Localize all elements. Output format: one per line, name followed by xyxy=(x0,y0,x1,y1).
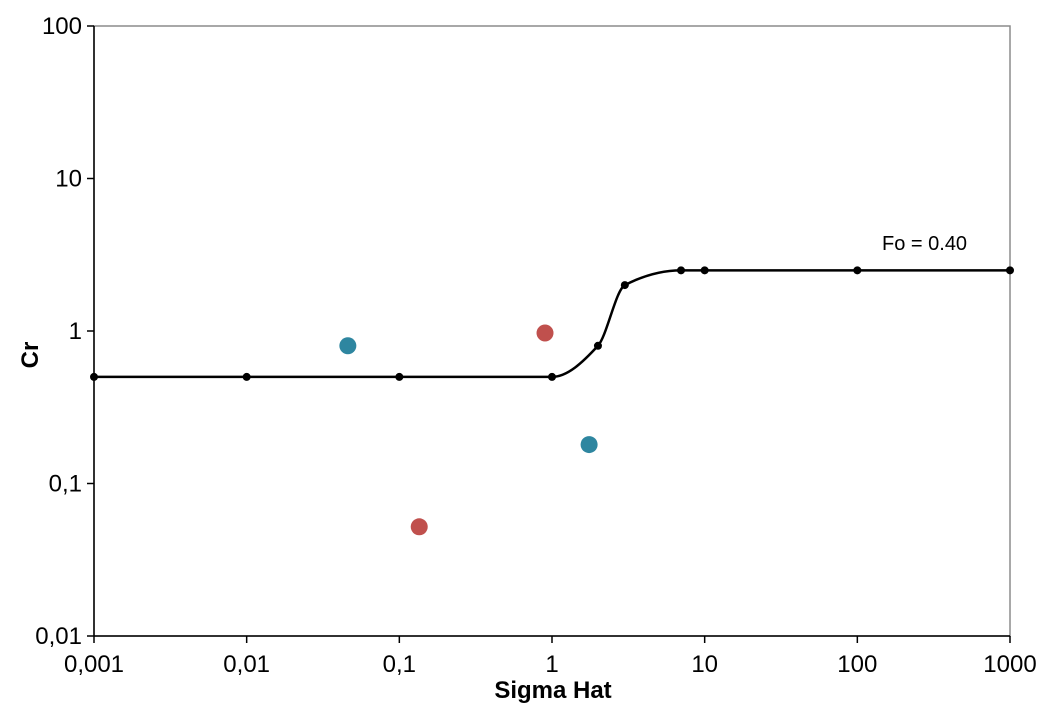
curve-marker xyxy=(242,372,251,381)
x-tick-label: 10 xyxy=(691,651,718,678)
fo-curve-line xyxy=(94,269,1010,379)
curve-marker xyxy=(90,372,98,381)
x-tick-label: 100 xyxy=(837,651,877,678)
fo-annotation: Fo = 0.40 xyxy=(882,233,967,255)
curve-marker xyxy=(700,266,709,275)
y-tick-label: 0,1 xyxy=(49,471,82,498)
x-tick-label: 0,01 xyxy=(223,651,270,678)
curve-layer xyxy=(94,269,1010,379)
y-tick-label: 100 xyxy=(42,13,82,40)
y-tick-label: 1 xyxy=(69,318,82,345)
curve-marker xyxy=(1006,266,1014,275)
x-axis-title: Sigma Hat xyxy=(494,677,611,704)
y-axis-ticks: 0,01 0,1 1 10 100 xyxy=(35,13,94,650)
curve-marker xyxy=(677,266,686,275)
y-tick-label: 10 xyxy=(55,166,82,193)
y-axis-title: Cr xyxy=(17,342,44,369)
data-point xyxy=(580,436,598,454)
x-axis-ticks: 0,001 0,01 0,1 1 10 100 1000 xyxy=(64,636,1037,678)
data-point xyxy=(339,337,357,355)
curve-marker xyxy=(395,372,404,381)
curve-marker xyxy=(853,266,862,275)
points-layer xyxy=(90,266,1014,536)
x-tick-label: 1 xyxy=(545,651,558,678)
x-tick-label: 0,001 xyxy=(64,651,124,678)
curve-marker xyxy=(620,281,629,290)
data-point xyxy=(410,518,428,536)
data-point xyxy=(536,324,554,342)
y-tick-label: 0,01 xyxy=(35,623,82,650)
curve-marker xyxy=(593,341,602,350)
x-tick-label: 0,1 xyxy=(383,651,416,678)
curve-marker xyxy=(548,372,556,381)
x-tick-label: 1000 xyxy=(983,651,1036,678)
